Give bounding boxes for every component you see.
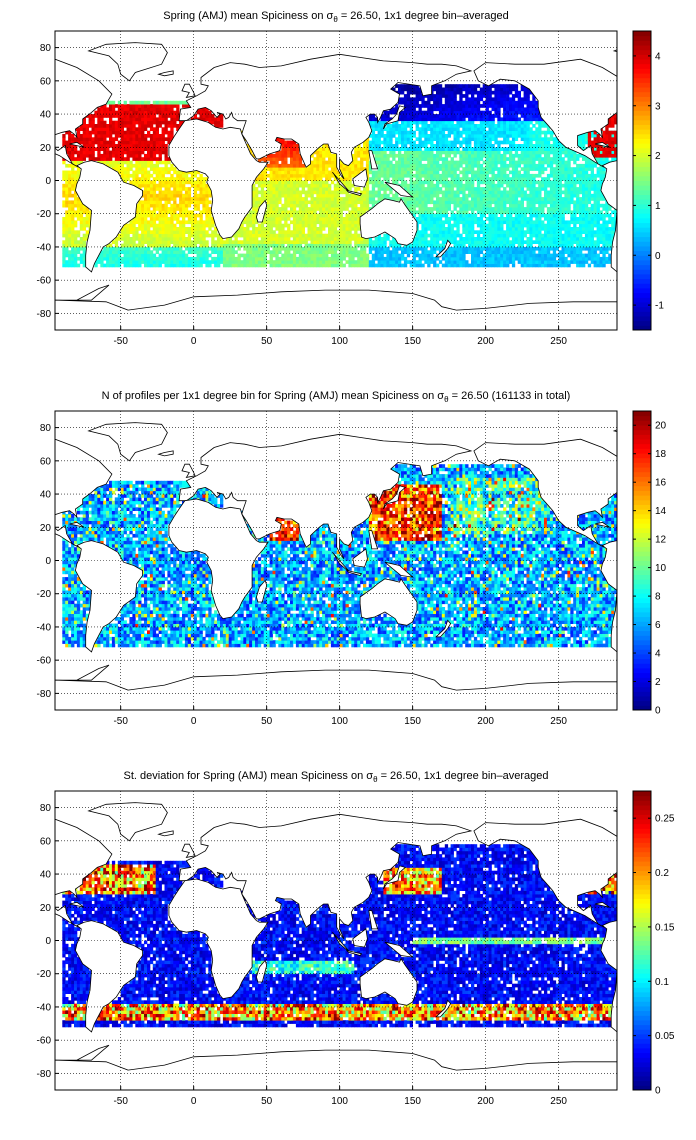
grid [55, 411, 617, 710]
y-tick-label: -40 [37, 622, 52, 633]
y-tick-label: 60 [40, 836, 52, 847]
y-tick-label: 60 [40, 76, 52, 87]
colorbar-tick-label: 1 [655, 201, 661, 212]
colorbar-tick-label: 0 [655, 251, 661, 262]
axes: -50 0 50 100 150 200 250 -80 -60 -40 -20 0 20 40 60 80 [37, 43, 568, 347]
colorbar-tick-label: 4 [655, 51, 661, 62]
grid [55, 31, 617, 330]
y-tick-label: -80 [37, 689, 52, 700]
colorbar-tick-label: 14 [655, 506, 667, 517]
x-tick-label: 50 [261, 716, 273, 727]
x-tick-label: 250 [550, 336, 567, 347]
chart-title: N of profiles per 1x1 degree bin for Spr… [102, 390, 571, 404]
colorbar-tick-label: 0.15 [655, 922, 675, 933]
colorbar: -1 0 1 2 3 4 [632, 30, 664, 331]
y-tick-label: -80 [37, 309, 52, 320]
x-tick-label: 250 [550, 716, 567, 727]
colorbar-tick-label: 0.05 [655, 1031, 675, 1042]
x-tick-label: 150 [404, 716, 421, 727]
data-cells [62, 84, 617, 268]
colorbar-frame [632, 410, 652, 711]
y-tick-label: 40 [40, 870, 52, 881]
axes: -50 0 50 100 150 200 250 -80 -60 -40 -20 0 20 40 60 80 [37, 423, 568, 727]
chart-title: St. deviation for Spring (AMJ) mean Spic… [124, 770, 549, 784]
y-tick-label: 40 [40, 110, 52, 121]
coastlines [55, 42, 617, 330]
x-tick-label: 200 [477, 716, 494, 727]
y-tick-label: -20 [37, 209, 52, 220]
x-tick-label: 0 [191, 716, 197, 727]
y-tick-label: 80 [40, 803, 52, 814]
colorbar-frame [632, 790, 652, 1091]
x-tick-label: -50 [113, 716, 128, 727]
y-tick-label: 0 [45, 176, 51, 187]
colorbar-tick-label: 3 [655, 101, 661, 112]
chart-panel-1: Spring (AMJ) mean Spiciness on σθ = 26.5… [37, 10, 665, 347]
grid [55, 791, 617, 1090]
axes: -50 0 50 100 150 200 250 -80 -60 -40 -20 0 20 40 60 80 [37, 803, 568, 1107]
y-tick-label: 60 [40, 456, 52, 467]
y-tick-label: 40 [40, 490, 52, 501]
map-area [55, 411, 617, 710]
x-tick-label: 100 [331, 1096, 348, 1107]
coastlines [55, 802, 617, 1090]
colorbar-tick-label: 2 [655, 151, 661, 162]
colorbar-tick-label: 0.2 [655, 868, 669, 879]
x-tick-label: 0 [191, 336, 197, 347]
y-tick-label: 20 [40, 903, 52, 914]
colorbar: 0 2 4 6 8 10 12 14 16 18 20 [632, 410, 667, 717]
colorbar-tick-label: 2 [655, 677, 661, 688]
colorbar-frame [632, 30, 652, 331]
chart-panel-3: St. deviation for Spring (AMJ) mean Spic… [37, 770, 675, 1107]
x-tick-label: -50 [113, 336, 128, 347]
colorbar-tick-label: -1 [655, 301, 664, 312]
y-tick-label: -40 [37, 1002, 52, 1013]
x-tick-label: 150 [404, 1096, 421, 1107]
y-tick-label: 0 [45, 936, 51, 947]
map-area [55, 31, 617, 330]
colorbar-tick-label: 10 [655, 563, 667, 574]
colorbar: 0 0.05 0.1 0.15 0.2 0.25 [632, 790, 675, 1097]
data-cells [62, 844, 617, 1028]
x-tick-label: 100 [331, 336, 348, 347]
map-area [55, 791, 617, 1090]
colorbar-tick-label: 20 [655, 421, 667, 432]
y-tick-label: -20 [37, 969, 52, 980]
x-tick-label: 50 [261, 1096, 273, 1107]
colorbar-tick-label: 6 [655, 620, 661, 631]
chart-panel-2: N of profiles per 1x1 degree bin for Spr… [37, 390, 667, 727]
x-tick-label: 50 [261, 336, 273, 347]
y-tick-label: 80 [40, 43, 52, 54]
colorbar-tick-label: 0 [655, 706, 661, 717]
x-tick-label: 100 [331, 716, 348, 727]
y-tick-label: -60 [37, 656, 52, 667]
chart-title: Spring (AMJ) mean Spiciness on σθ = 26.5… [163, 10, 508, 24]
y-tick-label: -60 [37, 276, 52, 287]
colorbar-tick-label: 0 [655, 1086, 661, 1097]
y-tick-label: 20 [40, 523, 52, 534]
y-tick-label: -60 [37, 1036, 52, 1047]
colorbar-tick-label: 16 [655, 478, 667, 489]
y-tick-label: -40 [37, 242, 52, 253]
colorbar-tick-label: 12 [655, 535, 667, 546]
x-tick-label: 200 [477, 1096, 494, 1107]
y-tick-label: -20 [37, 589, 52, 600]
y-tick-label: -80 [37, 1069, 52, 1080]
colorbar-tick-label: 8 [655, 592, 661, 603]
y-tick-label: 0 [45, 556, 51, 567]
colorbar-tick-label: 0.1 [655, 977, 669, 988]
colorbar-tick-label: 4 [655, 649, 661, 660]
x-tick-label: 200 [477, 336, 494, 347]
y-tick-label: 80 [40, 423, 52, 434]
data-cells [62, 464, 617, 648]
x-tick-label: -50 [113, 1096, 128, 1107]
x-tick-label: 250 [550, 1096, 567, 1107]
colorbar-tick-label: 18 [655, 449, 667, 460]
x-tick-label: 0 [191, 1096, 197, 1107]
x-tick-label: 150 [404, 336, 421, 347]
y-tick-label: 20 [40, 143, 52, 154]
colorbar-tick-label: 0.25 [655, 814, 675, 825]
